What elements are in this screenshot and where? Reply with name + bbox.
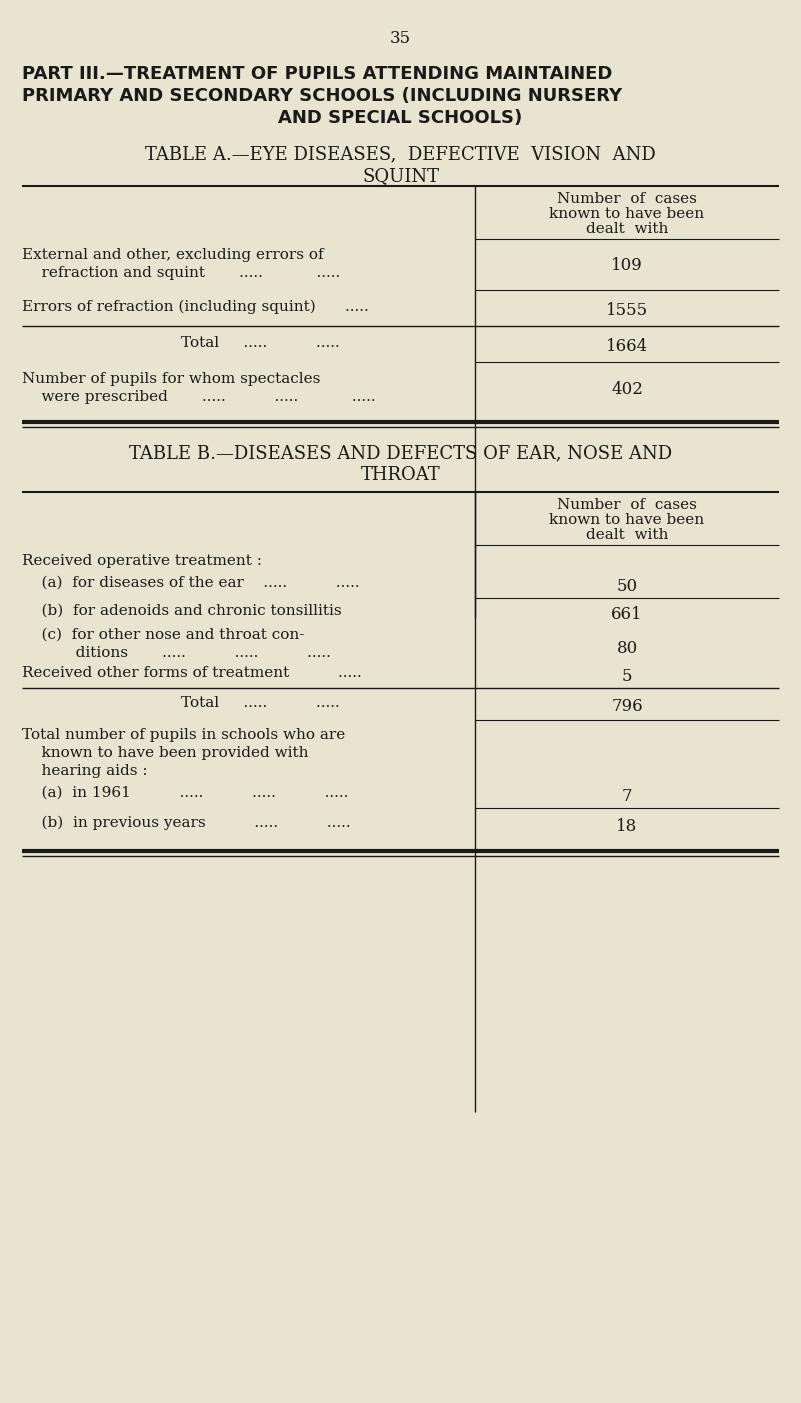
Text: Number  of  cases: Number of cases	[557, 192, 697, 206]
Text: ditions       .....          .....          .....: ditions ..... ..... .....	[22, 645, 331, 659]
Text: (c)  for other nose and throat con-: (c) for other nose and throat con-	[22, 629, 304, 643]
Text: known to have been: known to have been	[549, 513, 705, 528]
Text: (b)  in previous years          .....          .....: (b) in previous years ..... .....	[22, 817, 351, 831]
Text: SQUINT: SQUINT	[362, 167, 439, 185]
Text: Errors of refraction (including squint)      .....: Errors of refraction (including squint) …	[22, 300, 368, 314]
Text: hearing aids :: hearing aids :	[22, 765, 147, 779]
Text: THROAT: THROAT	[360, 466, 441, 484]
Text: known to have been provided with: known to have been provided with	[22, 746, 308, 760]
Text: Total     .....          .....: Total ..... .....	[180, 696, 340, 710]
Text: (b)  for adenoids and chronic tonsillitis: (b) for adenoids and chronic tonsillitis	[22, 605, 341, 617]
Text: 18: 18	[617, 818, 638, 835]
Text: 50: 50	[617, 578, 638, 595]
Text: 35: 35	[390, 29, 411, 46]
Text: 1555: 1555	[606, 302, 648, 318]
Text: Number  of  cases: Number of cases	[557, 498, 697, 512]
Text: AND SPECIAL SCHOOLS): AND SPECIAL SCHOOLS)	[279, 109, 522, 128]
Text: dealt  with: dealt with	[586, 528, 668, 542]
Text: 7: 7	[622, 788, 632, 805]
Text: 796: 796	[611, 699, 643, 716]
Text: TABLE B.—DISEASES AND DEFECTS OF EAR, NOSE AND: TABLE B.—DISEASES AND DEFECTS OF EAR, NO…	[129, 443, 672, 462]
Text: dealt  with: dealt with	[586, 222, 668, 236]
Text: Number of pupils for whom spectacles: Number of pupils for whom spectacles	[22, 372, 320, 386]
Text: PART III.—TREATMENT OF PUPILS ATTENDING MAINTAINED: PART III.—TREATMENT OF PUPILS ATTENDING …	[22, 65, 613, 83]
Text: were prescribed       .....          .....           .....: were prescribed ..... ..... .....	[22, 390, 376, 404]
Text: External and other, excluding errors of: External and other, excluding errors of	[22, 248, 324, 262]
Text: known to have been: known to have been	[549, 208, 705, 222]
Text: Total number of pupils in schools who are: Total number of pupils in schools who ar…	[22, 728, 345, 742]
Text: Total     .....          .....: Total ..... .....	[180, 335, 340, 349]
Text: 661: 661	[611, 606, 643, 623]
Text: 402: 402	[611, 382, 643, 398]
Text: PRIMARY AND SECONDARY SCHOOLS (INCLUDING NURSERY: PRIMARY AND SECONDARY SCHOOLS (INCLUDING…	[22, 87, 622, 105]
Text: 109: 109	[611, 257, 643, 274]
Text: (a)  in 1961          .....          .....          .....: (a) in 1961 ..... ..... .....	[22, 786, 348, 800]
Text: Received other forms of treatment          .....: Received other forms of treatment .....	[22, 666, 362, 680]
Text: (a)  for diseases of the ear    .....          .....: (a) for diseases of the ear ..... .....	[22, 577, 360, 591]
Text: refraction and squint       .....           .....: refraction and squint ..... .....	[22, 267, 340, 281]
Text: 5: 5	[622, 668, 632, 685]
Text: TABLE A.—EYE DISEASES,  DEFECTIVE  VISION  AND: TABLE A.—EYE DISEASES, DEFECTIVE VISION …	[145, 145, 656, 163]
Text: 1664: 1664	[606, 338, 648, 355]
Text: 80: 80	[617, 640, 638, 657]
Text: Received operative treatment :: Received operative treatment :	[22, 554, 262, 568]
